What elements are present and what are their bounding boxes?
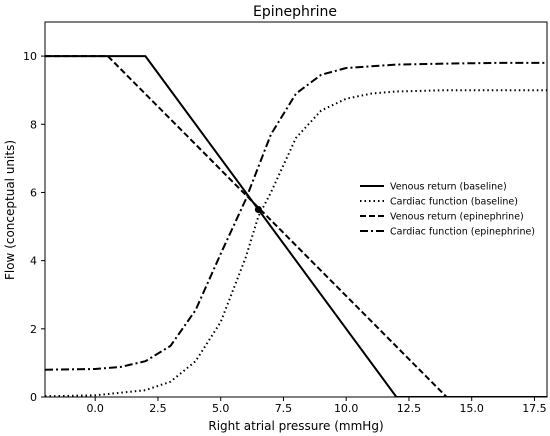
y-tick-label: 0 bbox=[30, 391, 37, 404]
x-tick-label: 15.0 bbox=[459, 402, 484, 415]
x-axis-label: Right atrial pressure (mmHg) bbox=[208, 419, 383, 433]
equilibrium-point bbox=[254, 206, 262, 213]
legend-label-2: Cardiac function (baseline) bbox=[390, 197, 518, 208]
y-tick-label: 6 bbox=[30, 186, 37, 199]
series-line-4 bbox=[45, 61, 547, 371]
x-tick-label: 12.5 bbox=[397, 402, 422, 415]
y-tick-label: 4 bbox=[30, 255, 37, 268]
plot-frame bbox=[44, 21, 548, 398]
y-tick-label: 2 bbox=[30, 323, 37, 336]
series-line-3 bbox=[45, 55, 547, 397]
x-tick-label: 7.5 bbox=[275, 402, 293, 415]
series-line-2 bbox=[45, 89, 547, 397]
legend: Venous return (baseline) Cardiac function… bbox=[360, 182, 535, 238]
plot-area bbox=[45, 55, 547, 397]
legend-label-3: Venous return (epinephrine) bbox=[390, 212, 524, 223]
legend-label-1: Venous return (baseline) bbox=[390, 182, 507, 193]
y-axis-ticks: 0 2 4 6 8 10 bbox=[23, 50, 45, 404]
x-tick-label: 17.5 bbox=[522, 402, 547, 415]
x-axis-ticks: 0.0 2.5 5.0 7.5 10.0 12.5 15.0 17.5 bbox=[86, 397, 547, 415]
x-tick-label: 10.0 bbox=[334, 402, 359, 415]
x-tick-label: 2.5 bbox=[149, 402, 167, 415]
x-tick-label: 5.0 bbox=[212, 402, 230, 415]
y-tick-label: 8 bbox=[30, 118, 37, 131]
y-tick-label: 10 bbox=[23, 50, 37, 63]
y-axis-label: Flow (conceptual units) bbox=[3, 140, 17, 280]
legend-label-4: Cardiac function (epinephrine) bbox=[390, 227, 535, 238]
chart-title: Epinephrine bbox=[253, 4, 337, 20]
x-tick-label: 0.0 bbox=[86, 402, 104, 415]
